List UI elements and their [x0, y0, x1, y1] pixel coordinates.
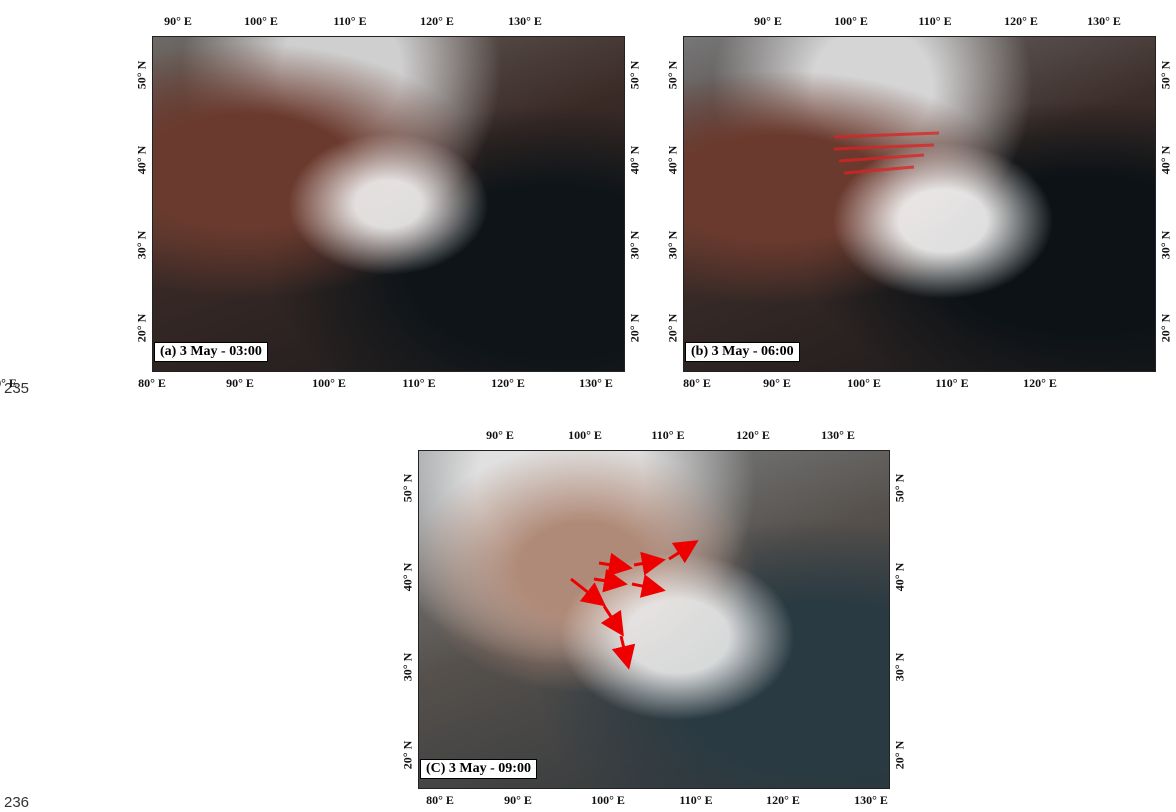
left-tick-label: 50° N: [135, 61, 150, 89]
left-tick-label: 20° N: [666, 314, 681, 342]
right-tick-label: 30° N: [628, 231, 643, 259]
bottom-tick-label: 100° E: [847, 376, 881, 391]
right-tick-label: 40° N: [628, 146, 643, 174]
left-tick-label: 40° N: [666, 146, 681, 174]
bottom-tick-label: 130° E: [0, 376, 17, 391]
top-tick-label: 100° E: [244, 14, 278, 29]
top-tick-label: 130° E: [1087, 14, 1121, 29]
arrows: [419, 451, 889, 788]
right-tick-label: 20° N: [628, 314, 643, 342]
arrows: [684, 37, 1155, 371]
bottom-tick-label: 90° E: [763, 376, 791, 391]
bottom-tick-label: 90° E: [504, 793, 532, 808]
right-tick-label: 20° N: [893, 741, 908, 769]
page: 235 236 (a) 3 May - 03:0090° E100° E110°…: [0, 0, 1176, 812]
bottom-tick-label: 120° E: [766, 793, 800, 808]
left-tick-label: 20° N: [401, 741, 416, 769]
line-number: 236: [4, 794, 29, 811]
right-tick-label: 50° N: [628, 61, 643, 89]
top-tick-label: 130° E: [508, 14, 542, 29]
panel-label: (C) 3 May - 09:00: [420, 759, 537, 779]
satellite-image: [683, 36, 1156, 372]
right-tick-label: 40° N: [1159, 146, 1174, 174]
left-tick-label: 40° N: [401, 563, 416, 591]
left-tick-label: 30° N: [666, 231, 681, 259]
top-tick-label: 110° E: [651, 428, 684, 443]
top-tick-label: 110° E: [333, 14, 366, 29]
bottom-tick-label: 100° E: [312, 376, 346, 391]
bottom-tick-label: 80° E: [683, 376, 711, 391]
top-tick-label: 120° E: [420, 14, 454, 29]
left-tick-label: 30° N: [401, 653, 416, 681]
bottom-tick-label: 130° E: [579, 376, 613, 391]
panel-label: (b) 3 May - 06:00: [685, 342, 800, 362]
right-tick-label: 50° N: [1159, 61, 1174, 89]
top-tick-label: 100° E: [834, 14, 868, 29]
right-tick-label: 50° N: [893, 474, 908, 502]
bottom-tick-label: 130° E: [854, 793, 888, 808]
left-tick-label: 30° N: [135, 231, 150, 259]
right-tick-label: 40° N: [893, 563, 908, 591]
top-tick-label: 100° E: [568, 428, 602, 443]
top-tick-label: 90° E: [754, 14, 782, 29]
left-tick-label: 40° N: [135, 146, 150, 174]
bottom-tick-label: 80° E: [426, 793, 454, 808]
satellite-image: [418, 450, 890, 789]
top-tick-label: 90° E: [486, 428, 514, 443]
bottom-tick-label: 110° E: [679, 793, 712, 808]
top-tick-label: 120° E: [736, 428, 770, 443]
left-tick-label: 20° N: [135, 314, 150, 342]
satellite-image: [152, 36, 625, 372]
left-tick-label: 50° N: [401, 474, 416, 502]
bottom-tick-label: 120° E: [491, 376, 525, 391]
bottom-tick-label: 90° E: [226, 376, 254, 391]
top-tick-label: 130° E: [821, 428, 855, 443]
top-tick-label: 120° E: [1004, 14, 1038, 29]
bottom-tick-label: 110° E: [402, 376, 435, 391]
bottom-tick-label: 100° E: [591, 793, 625, 808]
left-tick-label: 50° N: [666, 61, 681, 89]
panel-label: (a) 3 May - 03:00: [154, 342, 268, 362]
right-tick-label: 20° N: [1159, 314, 1174, 342]
right-tick-label: 30° N: [1159, 231, 1174, 259]
right-tick-label: 30° N: [893, 653, 908, 681]
top-tick-label: 110° E: [918, 14, 951, 29]
bottom-tick-label: 120° E: [1023, 376, 1057, 391]
bottom-tick-label: 110° E: [935, 376, 968, 391]
top-tick-label: 90° E: [164, 14, 192, 29]
bottom-tick-label: 80° E: [138, 376, 166, 391]
